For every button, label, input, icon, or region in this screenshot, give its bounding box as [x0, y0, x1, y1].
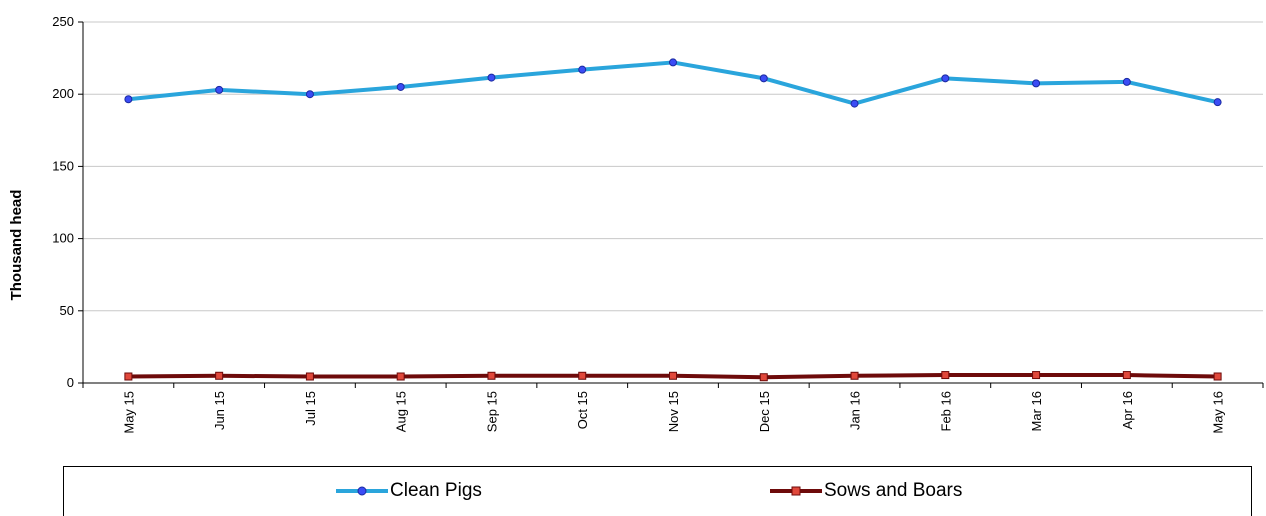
y-tick-labels: 0 50 100 150 200 250 [52, 14, 74, 390]
data-point [669, 371, 677, 380]
x-tick-label: Oct 15 [575, 391, 590, 429]
x-tick-labels: May 15 Jun 15 Jul 15 Aug 15 Sep 15 Oct 15 Nov … [121, 391, 1225, 434]
data-point [941, 74, 950, 83]
x-tick-label: May 15 [121, 391, 136, 434]
data-point [669, 58, 677, 67]
x-tick-label: Feb 16 [938, 391, 953, 431]
data-point [487, 73, 496, 82]
x-tick-label: Apr 16 [1120, 391, 1135, 429]
legend-swatch-sows-and-boars [770, 486, 822, 496]
data-point [578, 371, 587, 380]
data-point [759, 74, 768, 83]
x-tick-label: Jun 15 [212, 391, 227, 430]
axes [78, 21, 1264, 388]
data-point [1122, 77, 1131, 86]
x-tick-label: May 16 [1211, 391, 1226, 434]
data-point [305, 90, 314, 99]
data-point [305, 372, 314, 381]
line-chart: 0 50 100 150 200 250 May 15 Jun 15 Jul 15 Aug 15… [8, 14, 1264, 434]
x-tick-label: Aug 15 [394, 391, 409, 432]
series-group [124, 58, 1222, 382]
data-point [396, 82, 405, 91]
data-point [1122, 371, 1131, 380]
y-tick-label: 150 [52, 158, 74, 173]
series-0 [124, 58, 1222, 108]
data-point [1032, 79, 1041, 88]
data-point [124, 95, 133, 104]
y-tick-label: 0 [67, 375, 74, 390]
y-tick-label: 200 [52, 86, 74, 101]
data-point [1032, 371, 1041, 380]
data-point [850, 371, 859, 380]
data-point [215, 85, 224, 94]
data-point [1213, 372, 1222, 381]
data-point [1213, 98, 1222, 107]
series-1 [124, 371, 1222, 382]
legend-entry-clean-pigs: Clean Pigs [336, 480, 482, 502]
data-point [487, 371, 496, 380]
x-tick-label: Nov 15 [666, 391, 681, 432]
legend-label-sows-and-boars: Sows and Boars [824, 480, 963, 501]
data-point [941, 371, 950, 380]
y-tick-label: 250 [52, 14, 74, 29]
legend-swatch-clean-pigs [336, 486, 388, 496]
x-tick-label: Sep 15 [484, 391, 499, 432]
data-point [215, 371, 224, 380]
x-tick-label: Dec 15 [757, 391, 772, 432]
y-axis-title: Thousand head [8, 190, 25, 301]
x-tick-label: Mar 16 [1029, 391, 1044, 431]
legend-label-clean-pigs: Clean Pigs [390, 480, 482, 501]
data-point [578, 65, 587, 74]
y-tick-label: 50 [60, 303, 74, 318]
x-tick-label: Jul 15 [303, 391, 318, 426]
data-point [850, 99, 859, 108]
y-tick-label: 100 [52, 231, 74, 246]
series-line [128, 60, 1219, 106]
x-tick-label: Jan 16 [848, 391, 863, 430]
data-point [124, 372, 133, 381]
legend-entry-sows-and-boars: Sows and Boars [770, 480, 962, 502]
legend: Clean Pigs Sows and Boars [63, 466, 1252, 516]
data-point [759, 373, 768, 382]
data-point [396, 372, 405, 381]
